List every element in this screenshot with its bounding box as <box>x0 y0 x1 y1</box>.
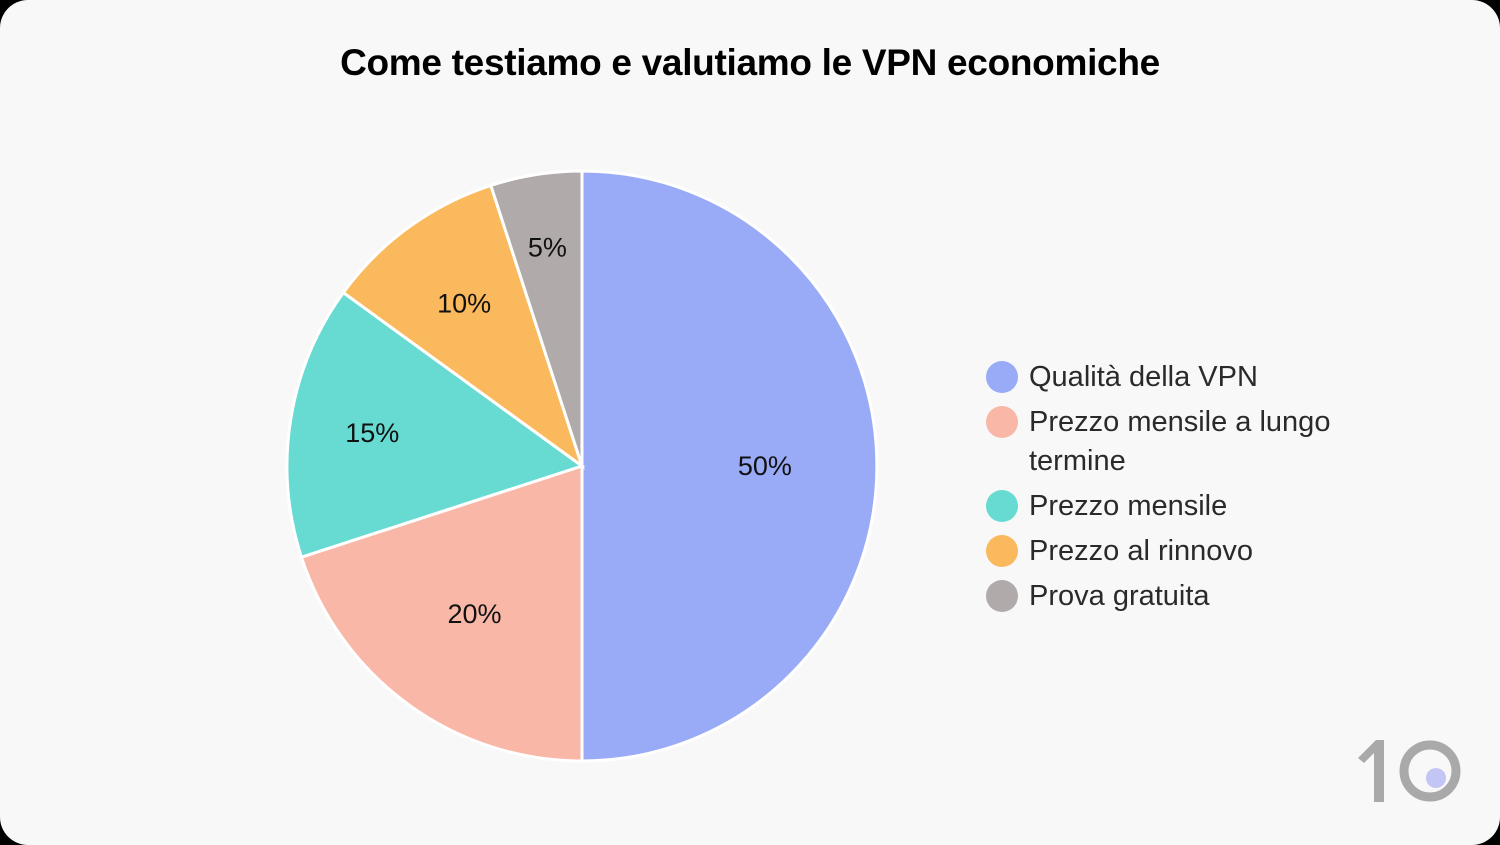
chart-title: Come testiamo e valutiamo le VPN economi… <box>340 42 1160 83</box>
legend-label: Qualità della VPN <box>1029 361 1258 393</box>
legend-item-monthly-price: Prezzo mensile <box>986 487 1406 526</box>
legend-item-long-term-price: Prezzo mensile a lungo termine <box>986 403 1406 481</box>
legend-swatch-icon <box>986 406 1018 438</box>
pie-slice <box>488 169 584 467</box>
legend-item-renewal-price: Prezzo al rinnovo <box>986 532 1406 571</box>
legend-label: Prezzo al rinnovo <box>1029 535 1254 567</box>
pie-slice <box>299 463 584 763</box>
pie-slice <box>341 183 585 470</box>
pie-slice <box>285 290 586 560</box>
legend-swatch-icon <box>986 490 1018 522</box>
legend: Qualità della VPN Prezzo mensile a lungo… <box>986 358 1406 622</box>
slice-percent-label: 5% <box>528 232 567 262</box>
slice-percent-label: 50% <box>738 451 792 481</box>
legend-swatch-icon <box>986 361 1018 393</box>
pie-slice <box>580 169 879 763</box>
legend-label: Prezzo mensile a lungo termine <box>1029 406 1331 477</box>
slice-percent-label: 20% <box>447 599 501 629</box>
legend-swatch-icon <box>986 535 1018 567</box>
slice-percent-label: 10% <box>437 289 491 319</box>
slice-percent-label: 15% <box>345 418 399 448</box>
brand-logo-icon <box>1358 740 1461 802</box>
legend-label: Prezzo mensile <box>1029 490 1228 522</box>
legend-label: Prova gratuita <box>1029 580 1210 612</box>
legend-item-vpn-quality: Qualità della VPN <box>986 358 1406 397</box>
legend-item-free-trial: Prova gratuita <box>986 577 1406 616</box>
legend-swatch-icon <box>986 580 1018 612</box>
